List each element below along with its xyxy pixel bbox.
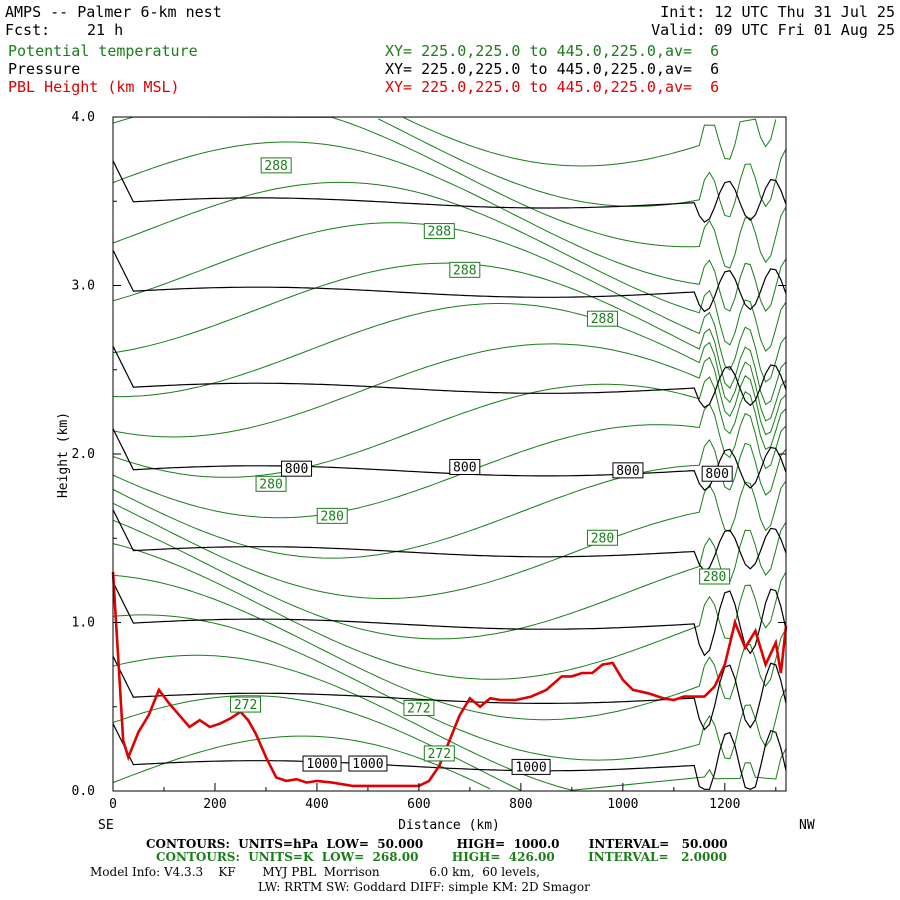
field-name-pbl: PBL Height (km MSL) bbox=[8, 78, 180, 96]
footer-physics: LW: RRTM SW: Goddard DIFF: simple KM: 2D… bbox=[258, 880, 590, 894]
theta-contour bbox=[403, 117, 777, 167]
pressure-contour bbox=[112, 581, 787, 657]
plot-frame bbox=[112, 116, 787, 792]
theta-contour-label: 288 bbox=[264, 159, 287, 174]
x-tick-label: 1200 bbox=[709, 797, 740, 812]
y-tick-label: 4.0 bbox=[72, 110, 95, 125]
field-name-pressure: Pressure bbox=[8, 60, 81, 78]
theta-contour bbox=[112, 303, 787, 422]
theta-contour-label: 280 bbox=[259, 477, 282, 492]
theta-contour bbox=[112, 343, 787, 438]
pressure-contour-label: 800 bbox=[285, 462, 308, 477]
y-tick-label: 1.0 bbox=[72, 616, 95, 631]
y-axis-label: Height (km) bbox=[56, 412, 71, 498]
pressure-contour-label: 800 bbox=[616, 464, 639, 479]
theta-contour bbox=[112, 403, 787, 519]
x-right-end-label: NW bbox=[799, 818, 815, 833]
theta-contour-label-box bbox=[260, 157, 292, 174]
pressure-contour-label-box bbox=[348, 755, 388, 772]
field-name-theta: Potential temperature bbox=[8, 42, 198, 60]
forecast-label: Fcst: bbox=[5, 21, 51, 39]
theta-contour-label: 272 bbox=[428, 747, 451, 762]
pressure-contour-label-box bbox=[511, 758, 551, 775]
forecast-hour: 21 h bbox=[87, 21, 124, 39]
field-xy-pressure: XY= 225.0,225.0 to 445.0,225.0,av= 6 bbox=[385, 60, 720, 78]
pressure-contours bbox=[112, 160, 787, 790]
theta-contour-label-box bbox=[449, 261, 481, 278]
pressure-contour-label-box bbox=[701, 465, 733, 482]
y-tick-label: 3.0 bbox=[72, 279, 95, 294]
theta-contour-label: 288 bbox=[428, 225, 451, 240]
theta-contour bbox=[377, 118, 787, 218]
pressure-contour-label-box bbox=[612, 462, 644, 479]
field-xy-pbl: XY= 225.0,225.0 to 445.0,225.0,av= 6 bbox=[385, 78, 720, 96]
theta-contour-label: 272 bbox=[407, 701, 430, 716]
theta-contour-label-box bbox=[316, 507, 348, 524]
field-xy-theta: XY= 225.0,225.0 to 445.0,225.0,av= 6 bbox=[385, 42, 720, 60]
pressure-contour-label-box bbox=[449, 458, 481, 475]
footer-pressure-contours: CONTOURS: UNITS=hPa LOW= 50.000 HIGH= 10… bbox=[146, 837, 728, 851]
pbl-layer bbox=[111, 571, 788, 788]
y-tick-label: 2.0 bbox=[72, 447, 95, 462]
theta-contour-label-box bbox=[586, 529, 618, 546]
theta-contour-label-box bbox=[699, 568, 731, 585]
contour-labels: 288 288 288 288 280 280 280 280 272 272 272 1000 100… bbox=[230, 157, 733, 775]
theta-contour bbox=[112, 654, 787, 791]
theta-contour bbox=[112, 376, 787, 478]
theta-contour-label: 280 bbox=[703, 570, 726, 585]
chart-title: AMPS -- Palmer 6-km nest bbox=[5, 3, 222, 21]
theta-contour bbox=[112, 116, 787, 269]
pressure-contour-label: 800 bbox=[453, 460, 476, 475]
x-tick-label: 400 bbox=[305, 797, 328, 812]
pressure-contour bbox=[112, 249, 787, 313]
theta-contour bbox=[112, 574, 787, 721]
theta-contour-label-box bbox=[423, 745, 455, 762]
pressure-contour bbox=[112, 723, 787, 790]
x-left-end-label: SE bbox=[98, 818, 114, 833]
pressure-contour-label: 1000 bbox=[515, 760, 546, 775]
axes: 0 200 400 600 800 1000 1200 0.0 1.0 2.0 3.0 4.0 bbox=[72, 110, 786, 812]
pressure-contour bbox=[112, 655, 787, 731]
theta-contour bbox=[112, 614, 787, 761]
pressure-contour-label: 1000 bbox=[306, 757, 337, 772]
footer-model-info: Model Info: V4.3.3 KF MYJ PBL Morrison 6… bbox=[90, 865, 540, 879]
theta-contour-label-box bbox=[255, 475, 287, 492]
x-tick-label: 600 bbox=[407, 797, 430, 812]
theta-contour bbox=[112, 480, 787, 599]
y-tick-label: 0.0 bbox=[72, 784, 95, 799]
theta-contour bbox=[112, 181, 787, 352]
theta-contour-label-box bbox=[423, 223, 455, 240]
theta-contour-label: 280 bbox=[591, 531, 614, 546]
pressure-contour-label-box bbox=[281, 460, 313, 477]
init-time: Init: 12 UTC Thu 31 Jul 25 bbox=[660, 3, 895, 21]
theta-contours bbox=[112, 116, 787, 791]
x-axis-label: Distance (km) bbox=[398, 818, 500, 833]
theta-contour bbox=[112, 438, 787, 559]
theta-contour bbox=[112, 141, 787, 312]
pbl-height-line bbox=[111, 571, 788, 788]
theta-contour bbox=[112, 543, 787, 680]
x-tick-label: 200 bbox=[203, 797, 226, 812]
theta-contour-label-box bbox=[586, 310, 618, 327]
pressure-contour-label: 1000 bbox=[352, 757, 383, 772]
pressure-contour-label-box bbox=[302, 755, 342, 772]
theta-contour-label-box bbox=[403, 699, 435, 716]
pressure-contour bbox=[112, 345, 787, 409]
pressure-contour bbox=[112, 509, 787, 572]
theta-contour bbox=[112, 519, 787, 640]
theta-contour-label-box bbox=[230, 696, 262, 713]
x-tick-label: 1000 bbox=[607, 797, 638, 812]
theta-contour-label: 288 bbox=[453, 263, 476, 278]
x-tick-label: 0 bbox=[109, 797, 117, 812]
theta-contour-label: 288 bbox=[591, 312, 614, 327]
pressure-contour-label: 800 bbox=[705, 467, 728, 482]
pressure-contour bbox=[112, 160, 787, 223]
theta-contour-label: 272 bbox=[234, 698, 257, 713]
x-tick-label: 800 bbox=[509, 797, 532, 812]
theta-contour-label: 280 bbox=[320, 509, 343, 524]
footer-theta-contours: CONTOURS: UNITS=K LOW= 268.00 HIGH= 426.… bbox=[156, 850, 727, 864]
valid-time: Valid: 09 UTC Fri 01 Aug 25 bbox=[651, 21, 895, 39]
